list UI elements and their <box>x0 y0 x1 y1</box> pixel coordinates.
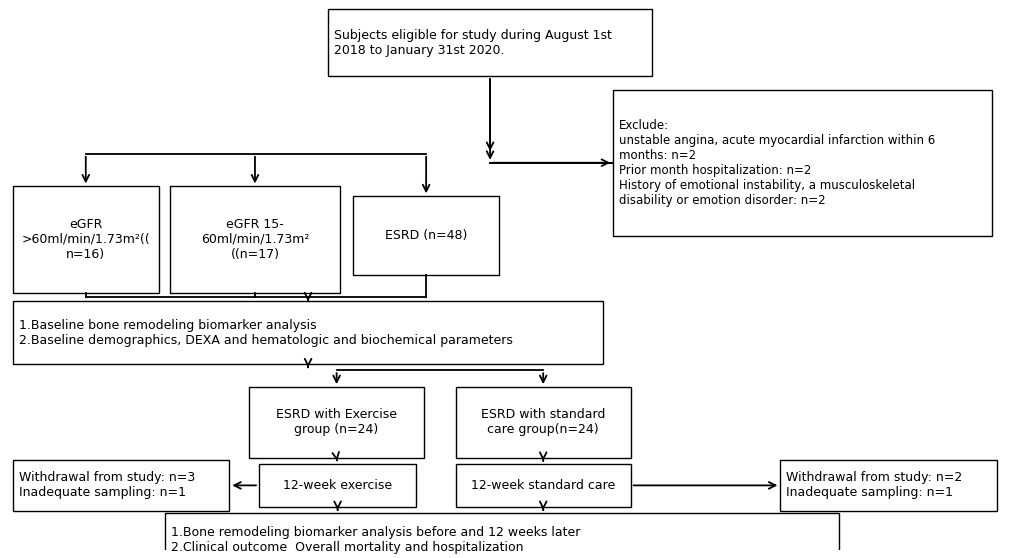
Text: Withdrawal from study: n=2
Inadequate sampling: n=1: Withdrawal from study: n=2 Inadequate sa… <box>786 472 962 499</box>
Bar <box>170 186 339 292</box>
Text: eGFR 15-
60ml/min/1.73m²
((n=17): eGFR 15- 60ml/min/1.73m² ((n=17) <box>201 218 309 261</box>
Bar <box>259 464 416 507</box>
Text: ESRD with standard
care group(n=24): ESRD with standard care group(n=24) <box>481 408 605 436</box>
Bar <box>327 9 652 76</box>
Bar <box>249 387 424 458</box>
Bar <box>13 301 602 364</box>
Bar <box>612 90 990 235</box>
Bar <box>455 464 630 507</box>
Text: Exclude:
unstable angina, acute myocardial infarction within 6
months: n=2
Prior: Exclude: unstable angina, acute myocardi… <box>619 119 934 206</box>
Bar <box>165 513 839 558</box>
Bar <box>455 387 630 458</box>
Bar <box>780 460 996 511</box>
Text: ESRD (n=48): ESRD (n=48) <box>384 229 467 242</box>
Text: 12-week exercise: 12-week exercise <box>282 479 391 492</box>
Text: 12-week standard care: 12-week standard care <box>471 479 614 492</box>
Bar <box>13 186 158 292</box>
Text: 1.Bone remodeling biomarker analysis before and 12 weeks later
2.Clinical outcom: 1.Bone remodeling biomarker analysis bef… <box>171 527 580 555</box>
Text: ESRD with Exercise
group (n=24): ESRD with Exercise group (n=24) <box>276 408 396 436</box>
Bar <box>13 460 229 511</box>
Text: Subjects eligible for study during August 1st
2018 to January 31st 2020.: Subjects eligible for study during Augus… <box>333 28 611 57</box>
Text: Withdrawal from study: n=3
Inadequate sampling: n=1: Withdrawal from study: n=3 Inadequate sa… <box>19 472 195 499</box>
Text: 1.Baseline bone remodeling biomarker analysis
2.Baseline demographics, DEXA and : 1.Baseline bone remodeling biomarker ana… <box>19 319 513 347</box>
Bar <box>353 196 498 275</box>
Text: eGFR
>60ml/min/1.73m²((
n=16): eGFR >60ml/min/1.73m²(( n=16) <box>21 218 150 261</box>
